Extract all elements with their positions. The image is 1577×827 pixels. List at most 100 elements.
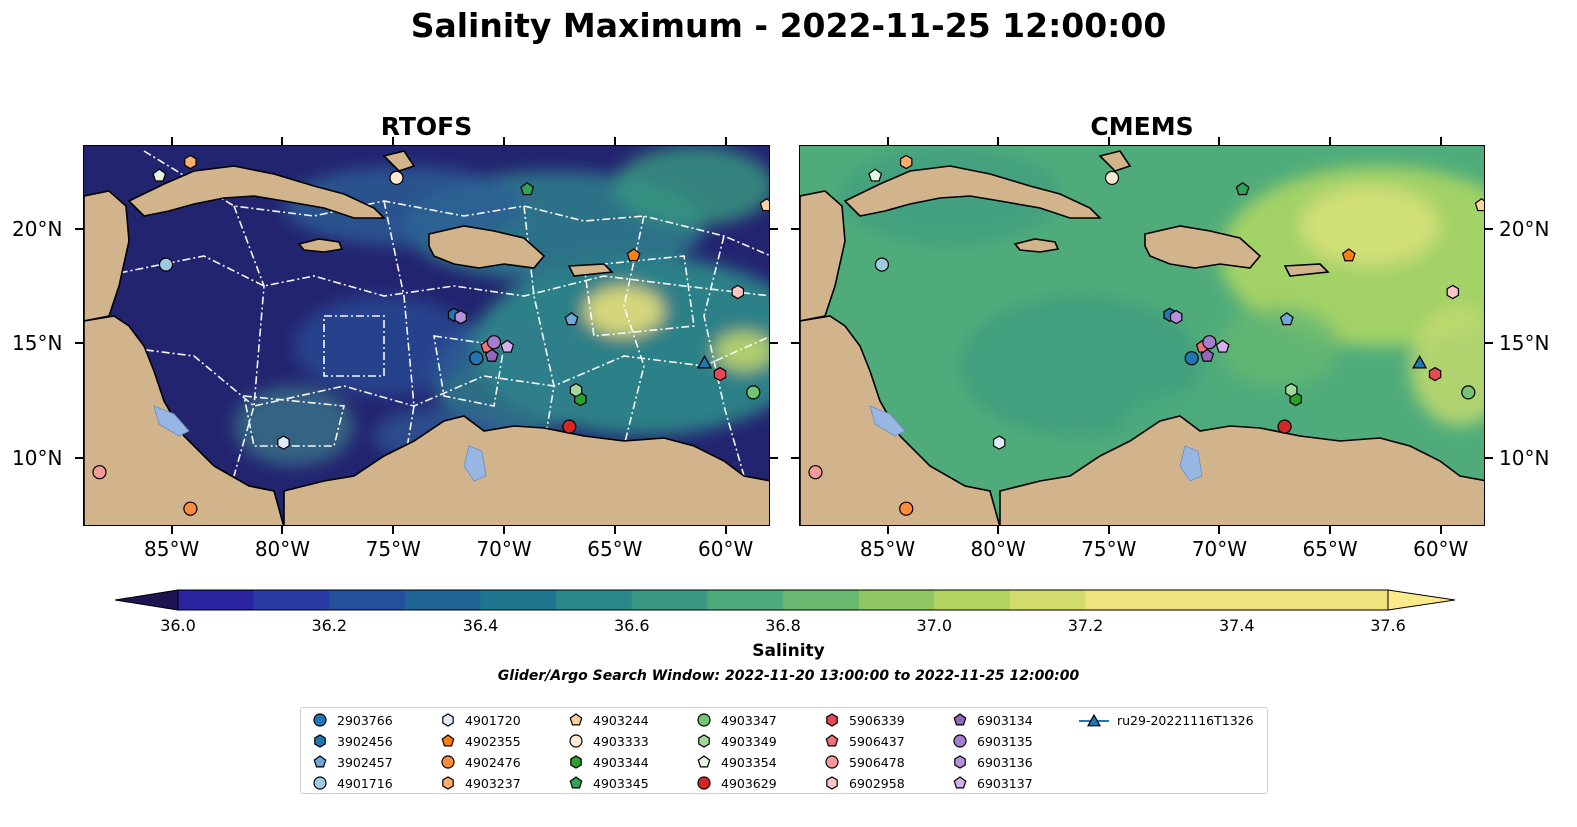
colorbar-cell bbox=[1161, 590, 1238, 610]
nicaragua-lake bbox=[869, 405, 906, 437]
colorbar-tick-label: 36.6 bbox=[613, 616, 650, 635]
legend-entry-4903349: 4903349 bbox=[695, 731, 777, 751]
float-marker-4903354[interactable] bbox=[152, 168, 167, 182]
legend-marker-icon bbox=[313, 713, 327, 727]
search-window-label: Glider/Argo Search Window: 2022-11-20 13… bbox=[497, 668, 1080, 684]
float-marker-5906339[interactable] bbox=[1428, 366, 1442, 382]
colorbar-cell bbox=[556, 590, 633, 610]
legend-entry-ru29-20221116T1326: ru29-20221116T1326 bbox=[1079, 710, 1254, 730]
float-marker-6903136[interactable] bbox=[1169, 309, 1183, 325]
colorbar-tick-label: 36.4 bbox=[462, 616, 499, 635]
colorbar-cell bbox=[934, 590, 1011, 610]
float-marker-6903135[interactable] bbox=[1202, 335, 1217, 350]
float-marker-5906478[interactable] bbox=[808, 465, 823, 480]
float-marker-4903244[interactable] bbox=[1474, 198, 1485, 212]
float-marker-ru29-20221116T1326[interactable] bbox=[1412, 354, 1428, 369]
legend-entry-5906478: 5906478 bbox=[823, 752, 905, 772]
float-marker-6903135[interactable] bbox=[486, 335, 502, 350]
float-marker-4903345[interactable] bbox=[520, 182, 535, 196]
float-marker-4901720[interactable] bbox=[277, 435, 290, 450]
float-marker-4903333[interactable] bbox=[1104, 170, 1120, 185]
float-marker-4903347[interactable] bbox=[746, 385, 761, 400]
legend-label: 4903333 bbox=[593, 733, 649, 749]
legend-entry-6903135: 6903135 bbox=[951, 731, 1033, 751]
lat-tick bbox=[1485, 228, 1493, 231]
legend-label: 2903766 bbox=[337, 712, 393, 728]
lon-tick bbox=[1329, 137, 1332, 145]
float-marker-6903134[interactable] bbox=[484, 348, 499, 362]
float-marker-4902476[interactable] bbox=[183, 501, 198, 516]
lon-tick bbox=[997, 137, 1000, 145]
map-panel-cmems[interactable] bbox=[799, 145, 1485, 526]
puerto-rico-land bbox=[1283, 263, 1330, 277]
legend-entry-6903136: 6903136 bbox=[951, 752, 1033, 772]
legend-marker-icon bbox=[313, 755, 327, 768]
float-marker-4903349[interactable] bbox=[1285, 382, 1298, 398]
float-marker-5906339[interactable] bbox=[713, 366, 727, 382]
float-marker-3902457[interactable] bbox=[564, 312, 579, 326]
float-marker-3902457[interactable] bbox=[1279, 312, 1294, 326]
float-marker-2903766[interactable] bbox=[1184, 351, 1199, 366]
float-marker-6903137[interactable] bbox=[500, 339, 515, 353]
lat-tick-label: 20°N bbox=[12, 217, 63, 242]
legend-label: 4901720 bbox=[465, 712, 521, 728]
maracaibo-lake bbox=[1179, 445, 1203, 482]
legend-entry-4903354: 4903354 bbox=[695, 752, 777, 772]
float-marker-6903137[interactable] bbox=[1215, 339, 1230, 353]
lon-tick-label: 65°W bbox=[1302, 537, 1358, 561]
float-marker-4903244[interactable] bbox=[759, 198, 770, 212]
lon-tick-label: 85°W bbox=[859, 537, 916, 561]
lon-tick bbox=[1218, 526, 1221, 534]
float-marker-4903629[interactable] bbox=[562, 419, 577, 434]
lat-tick bbox=[1485, 342, 1493, 345]
float-marker-4903347[interactable] bbox=[1461, 385, 1476, 400]
float-marker-4903629[interactable] bbox=[1277, 419, 1292, 434]
float-marker-6902958[interactable] bbox=[1446, 284, 1460, 300]
lon-tick-label: 85°W bbox=[144, 537, 200, 561]
puerto-rico-land bbox=[567, 263, 614, 277]
legend-entry-4901716: 4901716 bbox=[311, 773, 393, 793]
float-marker-4903237[interactable] bbox=[184, 154, 197, 170]
float-marker-4902355[interactable] bbox=[626, 248, 641, 262]
colorbar-tick-label: 37.2 bbox=[1067, 616, 1104, 635]
colorbar-cell bbox=[1009, 590, 1087, 610]
float-marker-4903349[interactable] bbox=[569, 382, 583, 398]
float-marker-4901716[interactable] bbox=[158, 257, 174, 272]
float-marker-4901716[interactable] bbox=[874, 257, 890, 272]
float-marker-6902958[interactable] bbox=[731, 284, 745, 300]
map-panel-rtofs[interactable] bbox=[83, 145, 770, 526]
lon-tick bbox=[281, 526, 284, 534]
legend-entry-6902958: 6902958 bbox=[823, 773, 905, 793]
legend-entry-5906437: 5906437 bbox=[823, 731, 905, 751]
cuba-land bbox=[127, 165, 386, 219]
legend-marker-icon bbox=[953, 734, 967, 748]
float-marker-6903134[interactable] bbox=[1200, 348, 1215, 362]
colorbar-cell bbox=[480, 590, 557, 610]
legend-marker-icon bbox=[697, 776, 711, 790]
float-marker-2903766[interactable] bbox=[469, 351, 484, 366]
colorbar-cell bbox=[253, 590, 330, 610]
figure-title: Salinity Maximum - 2022-11-25 12:00:00 bbox=[410, 6, 1167, 45]
jamaica-land bbox=[297, 238, 344, 253]
float-marker-5906478[interactable] bbox=[92, 465, 107, 480]
lat-tick bbox=[1485, 456, 1493, 459]
float-marker-4903345[interactable] bbox=[1235, 182, 1250, 196]
central-america-land bbox=[800, 315, 1001, 525]
colorbar-cell bbox=[1312, 590, 1389, 610]
legend-entry-6903134: 6903134 bbox=[951, 710, 1033, 730]
legend-label: 4903629 bbox=[721, 775, 777, 791]
float-marker-4903354[interactable] bbox=[868, 168, 883, 182]
legend-entry-4902476: 4902476 bbox=[439, 752, 521, 772]
legend-entry-4903345: 4903345 bbox=[567, 773, 649, 793]
float-marker-ru29-20221116T1326[interactable] bbox=[696, 354, 713, 369]
float-marker-4902355[interactable] bbox=[1341, 248, 1356, 262]
float-marker-4902476[interactable] bbox=[899, 501, 914, 516]
float-marker-6903136[interactable] bbox=[454, 309, 467, 325]
legend-label: 4903345 bbox=[593, 775, 649, 791]
legend-entry-4903333: 4903333 bbox=[567, 731, 649, 751]
colorbar-tick-label: 36.2 bbox=[311, 616, 348, 635]
float-marker-4903333[interactable] bbox=[389, 170, 404, 185]
legend: 2903766 3902456 3902457 4901716 4901720 49023… bbox=[300, 707, 1268, 794]
float-marker-4901720[interactable] bbox=[992, 435, 1006, 450]
float-marker-4903237[interactable] bbox=[899, 154, 913, 170]
